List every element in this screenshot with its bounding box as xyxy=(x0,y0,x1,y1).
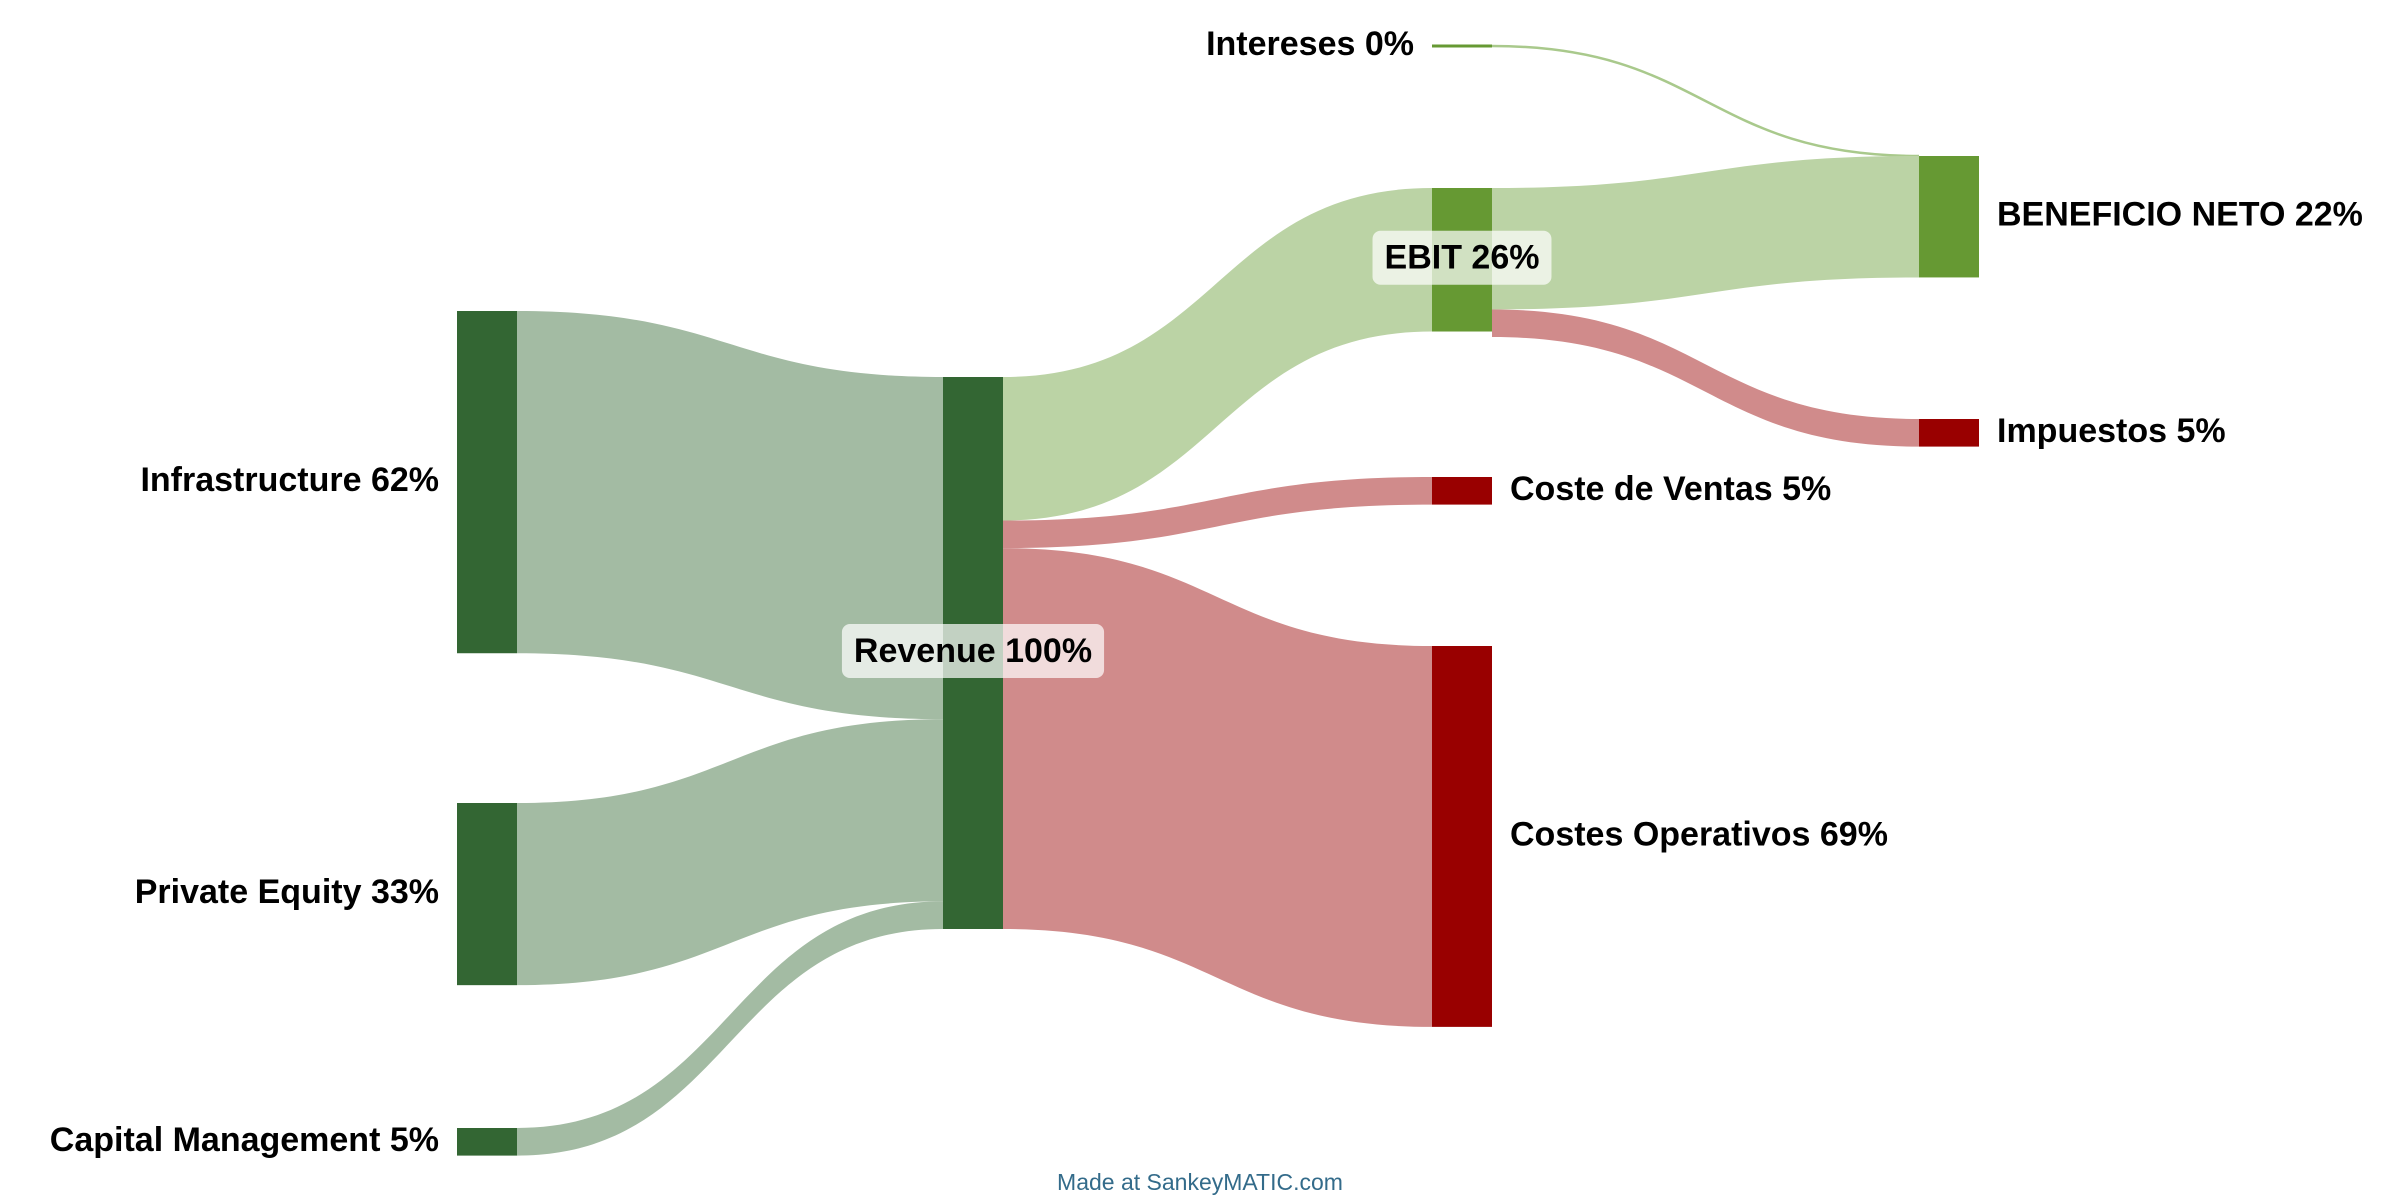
flow-ebit-to-beneficio_neto[interactable] xyxy=(1492,156,1919,310)
label-bg-ebit xyxy=(1372,230,1552,285)
label-private_equity: Private Equity 33% xyxy=(135,873,439,911)
node-costes_operativos[interactable] xyxy=(1432,646,1492,1027)
label-intereses: Intereses 0% xyxy=(1206,25,1414,63)
label-revenue: Revenue 100% xyxy=(854,632,1092,670)
flow-infrastructure-to-revenue[interactable] xyxy=(517,311,943,720)
node-private_equity[interactable] xyxy=(457,803,517,986)
labels-layer: Infrastructure 62% Private Equity 33% Capi… xyxy=(50,25,2363,1159)
credit-text[interactable]: Made at SankeyMATIC.com xyxy=(1057,1169,1343,1195)
node-infrastructure[interactable] xyxy=(457,311,517,654)
flow-intereses-to-beneficio_neto[interactable] xyxy=(1491,44,1920,158)
flows-layer xyxy=(517,44,1920,1156)
node-coste_ventas[interactable] xyxy=(1432,477,1492,505)
label-impuestos: Impuestos 5% xyxy=(1997,412,2226,450)
label-beneficio_neto: BENEFICIO NETO 22% xyxy=(1997,196,2363,234)
node-impuestos[interactable] xyxy=(1919,419,1979,447)
flow-ebit-to-impuestos[interactable] xyxy=(1492,309,1919,447)
flow-capital_management-to-revenue[interactable] xyxy=(517,901,943,1156)
flow-revenue-to-coste_ventas[interactable] xyxy=(1003,477,1432,549)
label-infrastructure: Infrastructure 62% xyxy=(140,461,439,499)
label-coste_ventas: Coste de Ventas 5% xyxy=(1510,470,1831,508)
flow-private_equity-to-revenue[interactable] xyxy=(517,719,943,986)
label-bg-revenue xyxy=(841,623,1105,678)
node-beneficio_neto[interactable] xyxy=(1919,156,1979,278)
flow-revenue-to-ebit[interactable] xyxy=(1003,188,1432,521)
label-capital_management: Capital Management 5% xyxy=(50,1121,439,1159)
label-ebit: EBIT 26% xyxy=(1385,239,1540,277)
flow-revenue-to-costes_operativos[interactable] xyxy=(1003,548,1432,1027)
label-costes_operativos: Costes Operativos 69% xyxy=(1510,815,1888,853)
node-capital_management[interactable] xyxy=(457,1128,517,1156)
